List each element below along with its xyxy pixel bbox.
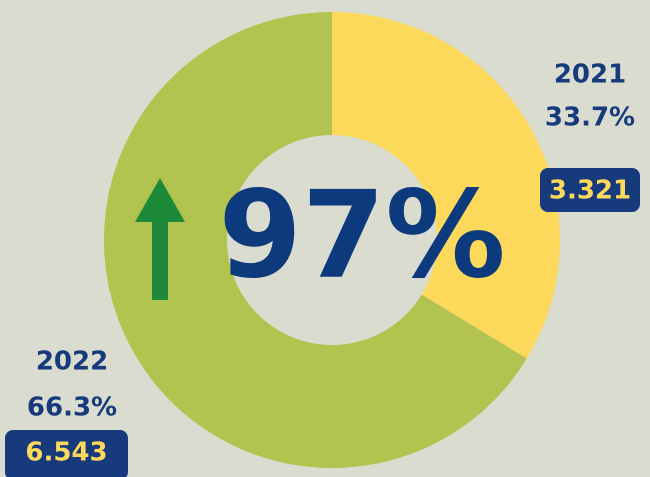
- center-annotation: 97%: [218, 167, 505, 306]
- amount-label: 3.321: [549, 176, 631, 206]
- slice: [103, 12, 527, 468]
- amount-box: [5, 430, 128, 477]
- amount-label: 6.543: [25, 438, 107, 468]
- category-label: 2021: [554, 60, 626, 90]
- up-arrow: [135, 178, 185, 300]
- slice: [332, 12, 560, 359]
- value-label: 33.7%: [545, 103, 635, 133]
- amount-box: [540, 168, 640, 212]
- category-label: 2022: [36, 347, 108, 377]
- value-label: 66.3%: [27, 393, 117, 423]
